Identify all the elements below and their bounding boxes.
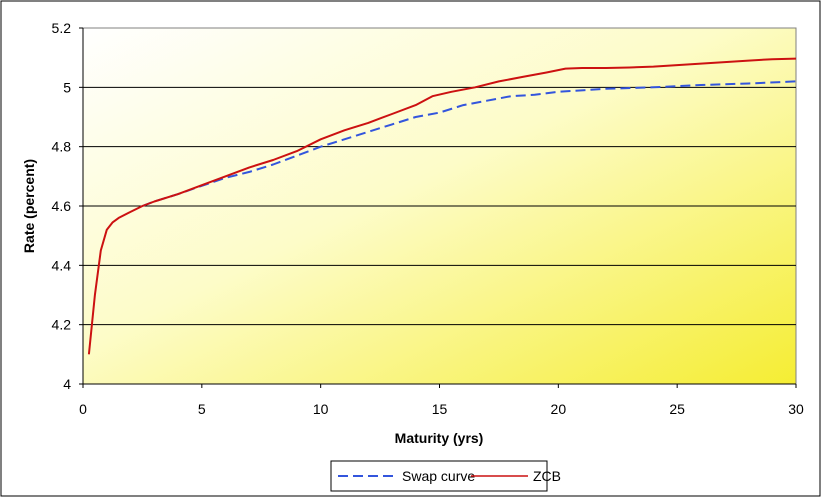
series-line-swap-curve (142, 80, 797, 207)
legend: Swap curve ZCB (330, 460, 561, 492)
x-axis: 0 5 10 15 20 25 30 (79, 383, 804, 417)
x-tick-label: 15 (432, 401, 448, 417)
series-line-zcb (87, 57, 797, 355)
y-tick-label: 5.2 (52, 20, 72, 36)
y-tick-label: 4 (63, 376, 71, 392)
y-axis: 4 4.2 4.4 4.6 4.8 5 5.2 (52, 20, 84, 392)
legend-label-zcb: ZCB (533, 468, 561, 484)
y-tick-label: 4.8 (52, 139, 72, 155)
y-axis-title: Rate (percent) (21, 159, 37, 253)
x-tick-label: 0 (79, 401, 87, 417)
x-tick-label: 20 (551, 401, 567, 417)
y-tick-label: 4.6 (52, 198, 72, 214)
series-layer (87, 57, 797, 355)
legend-label-swap-curve: Swap curve (402, 468, 475, 484)
y-tick-label: 4.2 (52, 317, 72, 333)
gridlines (83, 86, 796, 326)
y-tick-label: 4.4 (52, 257, 72, 273)
x-tick-label: 5 (198, 401, 206, 417)
x-tick-label: 25 (669, 401, 685, 417)
x-axis-title: Maturity (yrs) (395, 430, 484, 446)
y-tick-label: 5 (63, 79, 71, 95)
x-tick-label: 10 (313, 401, 329, 417)
x-tick-label: 30 (788, 401, 804, 417)
